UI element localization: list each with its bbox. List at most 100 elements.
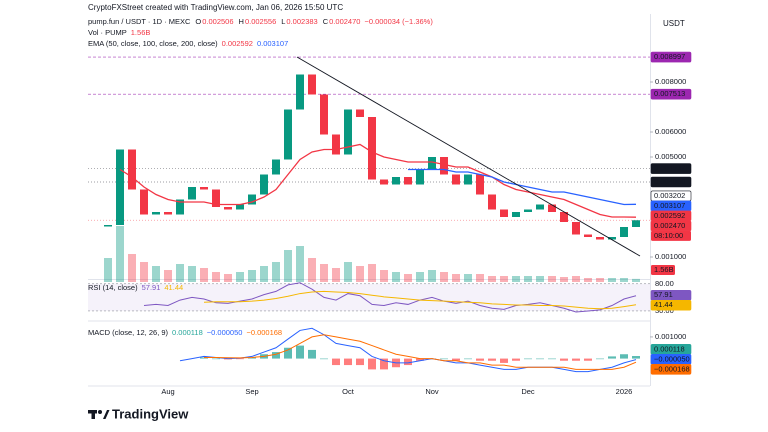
volume-bar: [140, 262, 148, 282]
volume-bar: [560, 277, 568, 282]
histogram-bar: [548, 358, 556, 360]
volume-bar: [116, 226, 124, 282]
candle: [464, 174, 472, 185]
candle: [116, 149, 124, 225]
price-box-label: 0.002592: [654, 211, 685, 220]
candle: [620, 227, 628, 237]
volume-bar: [344, 262, 352, 282]
histogram-bar: [572, 358, 580, 361]
legend-item: pump.fun / USDT · 1D · MEXC: [88, 17, 191, 26]
candle: [488, 194, 496, 210]
volume-bar: [584, 278, 592, 282]
volume-bar: [284, 250, 292, 282]
volume-bar: [404, 274, 412, 282]
ema-line: [408, 168, 637, 206]
candle: [440, 157, 448, 175]
price-box: [650, 363, 692, 375]
histogram-bar: [356, 358, 364, 366]
histogram-bar: [248, 357, 256, 359]
volume-bar: [308, 258, 316, 282]
logo-part: [98, 410, 102, 414]
histogram-bar: [368, 358, 376, 370]
legend-item: Vol · PUMP: [88, 28, 127, 37]
legend-item: C: [323, 17, 329, 26]
histogram-bar: [524, 358, 532, 360]
histogram-bar: [272, 352, 280, 359]
y-tick-label: 0.001000: [655, 252, 686, 261]
volume-bar: [272, 262, 280, 282]
histogram-bar: [500, 358, 508, 363]
price-box-label: 0.004000: [654, 177, 685, 186]
candle: [476, 174, 484, 195]
ema-line: [119, 143, 637, 218]
volume-bar: [524, 276, 532, 282]
candle: [200, 187, 208, 190]
plot-area: 0.001000 0.005000 0.006000 0.008000 Aug Sep Oc…: [88, 51, 692, 396]
price-box-label: 41.44: [654, 300, 673, 309]
histogram-bar: [464, 358, 472, 360]
legend-item: 0.000118: [172, 328, 203, 337]
legend-item: −0.000050: [207, 328, 243, 337]
candle: [560, 212, 568, 222]
legend: RSI (14, close) 57.91 41.44: [88, 283, 183, 292]
legend-item: RSI (14, close): [88, 283, 138, 292]
volume-bar: [452, 274, 460, 282]
volume-bar: [320, 264, 328, 282]
volume-bar: [380, 270, 388, 282]
trendline: [296, 56, 641, 257]
candle: [272, 159, 280, 175]
legend-item: 0.003107: [257, 39, 288, 48]
price-box-label: 0.003202: [654, 191, 685, 200]
volume-bar: [416, 272, 424, 282]
candle: [368, 117, 376, 180]
candle: [224, 207, 232, 210]
volume-bar: [608, 278, 616, 282]
legend-item: 57.91: [142, 283, 161, 292]
histogram-bar: [320, 358, 328, 360]
histogram-bar: [236, 358, 244, 360]
volume-bar: [212, 272, 220, 282]
candle: [536, 204, 544, 210]
candle: [524, 209, 532, 212]
volume-bar: [632, 278, 640, 282]
credit-line: CryptoFXStreet created with TradingView.…: [88, 3, 343, 12]
logo-part: [103, 410, 110, 419]
volume-bar: [548, 276, 556, 282]
histogram-bar: [584, 358, 592, 361]
candle: [548, 204, 556, 212]
legend-item: 0.002383: [286, 17, 317, 26]
candle: [416, 169, 424, 185]
legend: EMA (50, close, 100, close, 200, close) 0…: [88, 39, 288, 48]
volume-box-label: 1.56B: [654, 265, 674, 274]
candle: [596, 237, 604, 240]
volume-bar: [224, 274, 232, 282]
price-box-label: 0.007513: [654, 89, 685, 98]
price-box-label: −0.000050: [654, 354, 690, 363]
candle: [152, 212, 160, 215]
legend-item: 41.44: [164, 283, 183, 292]
price-box-label: 0.004537: [654, 164, 685, 173]
countdown: 08:10:00: [654, 231, 683, 240]
x-tick-label: Sep: [245, 387, 258, 396]
volume-bar: [104, 258, 112, 282]
y-tick-label: 80.00: [655, 279, 674, 288]
price-box-label: −0.000168: [654, 364, 690, 373]
legend-item: 0.002592: [222, 39, 253, 48]
y-tick-label: 0.001000: [655, 332, 686, 341]
histogram-bar: [200, 357, 208, 359]
candle: [296, 74, 304, 110]
candle: [452, 174, 460, 185]
candle: [308, 74, 316, 95]
volume-bar: [536, 276, 544, 282]
histogram-bar: [512, 358, 520, 361]
histogram-bar: [284, 347, 292, 359]
candle: [500, 209, 508, 217]
candle: [332, 134, 340, 155]
candle: [188, 187, 196, 200]
volume-bar: [152, 266, 160, 282]
legend-item: 0.002506: [202, 17, 233, 26]
volume-bar: [596, 278, 604, 282]
volume-bar: [164, 270, 172, 282]
rsi-line: [203, 290, 637, 310]
candle: [140, 189, 148, 215]
